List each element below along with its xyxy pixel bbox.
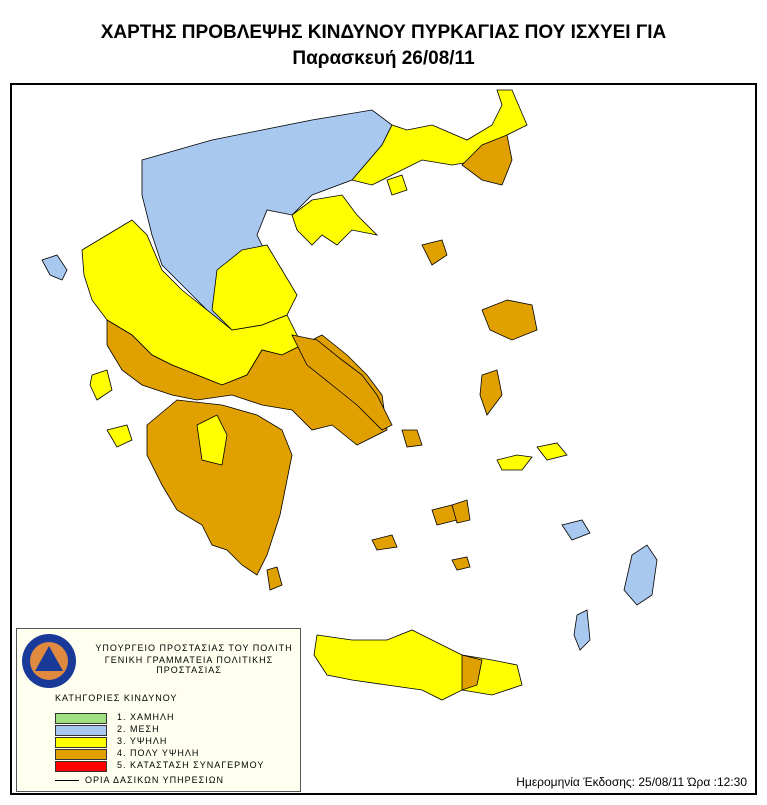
island-corfu [41, 254, 68, 281]
region-high-chalkidiki [291, 194, 379, 246]
ministry-name: ΥΠΟΥΡΓΕΙΟ ΠΡΟΣΤΑΣΙΑΣ ΤΟΥ ΠΟΛΙΤΗ [95, 643, 293, 653]
legend-heading: ΚΑΤΗΓΟΡΙΕΣ ΚΙΝΔΥΝΟΥ [55, 693, 178, 703]
legend: ΥΠΟΥΡΓΕΙΟ ΠΡΟΣΤΑΣΙΑΣ ΤΟΥ ΠΟΛΙΤΗ ΓΕΝΙΚΗ Γ… [16, 628, 301, 792]
map-subtitle: Παρασκευή 26/08/11 [292, 48, 475, 69]
map-title: ΧΑΡΤΗΣ ΠΡΟΒΛΕΨΗΣ ΚΙΝΔΥΝΟΥ ΠΥΡΚΑΓΙΑΣ ΠΟΥ … [100, 22, 667, 43]
region-high-thessaly [211, 244, 298, 331]
island-ikaria [536, 442, 568, 461]
map-frame: ΥΠΟΥΡΓΕΙΟ ΠΡΟΣΤΑΣΙΑΣ ΤΟΥ ΠΟΛΙΤΗ ΓΕΝΙΚΗ Γ… [10, 83, 757, 795]
region-very-high-crete-east [461, 654, 483, 691]
island-lesvos [481, 299, 538, 341]
island-crete [313, 629, 523, 701]
island-cyclades-5 [451, 556, 471, 571]
island-chios [479, 369, 503, 416]
island-lefkada [89, 369, 113, 401]
greece-fire-risk-map [41, 89, 658, 701]
region-high-peloponnese-inner [196, 414, 228, 466]
civil-protection-logo [22, 634, 76, 688]
island-kefalonia [106, 424, 133, 448]
island-kythira [266, 566, 283, 591]
region-medium-north [141, 109, 393, 331]
island-lemnos [421, 239, 448, 266]
island-cyclades-4 [371, 534, 398, 551]
region-high-thrace [351, 89, 528, 186]
island-samos [496, 454, 533, 471]
region-very-high-evros [461, 134, 513, 186]
island-rhodes [623, 544, 658, 606]
island-thasos [386, 174, 408, 196]
island-cyclades-3 [451, 499, 471, 524]
island-dodecanese-1 [561, 519, 591, 541]
island-cyclades-1 [401, 429, 423, 448]
island-karpathos [573, 609, 591, 651]
region-very-high-peloponnese [146, 399, 293, 576]
secretariat-name: ΓΕΝΙΚΗ ΓΡΑΜΜΑΤΕΙΑ ΠΟΛΙΤΙΚΗΣ ΠΡΟΣΤΑΣΙΑΣ [104, 655, 274, 675]
region-very-high-evia [291, 334, 393, 431]
issue-date: Ημερομηνία Έκδοσης: 25/08/11 Ώρα :12:30 [516, 775, 747, 789]
legend-boundary: ΟΡΙΑ ΔΑΣΙΚΩΝ ΥΠΗΡΕΣΙΩΝ [55, 775, 224, 785]
